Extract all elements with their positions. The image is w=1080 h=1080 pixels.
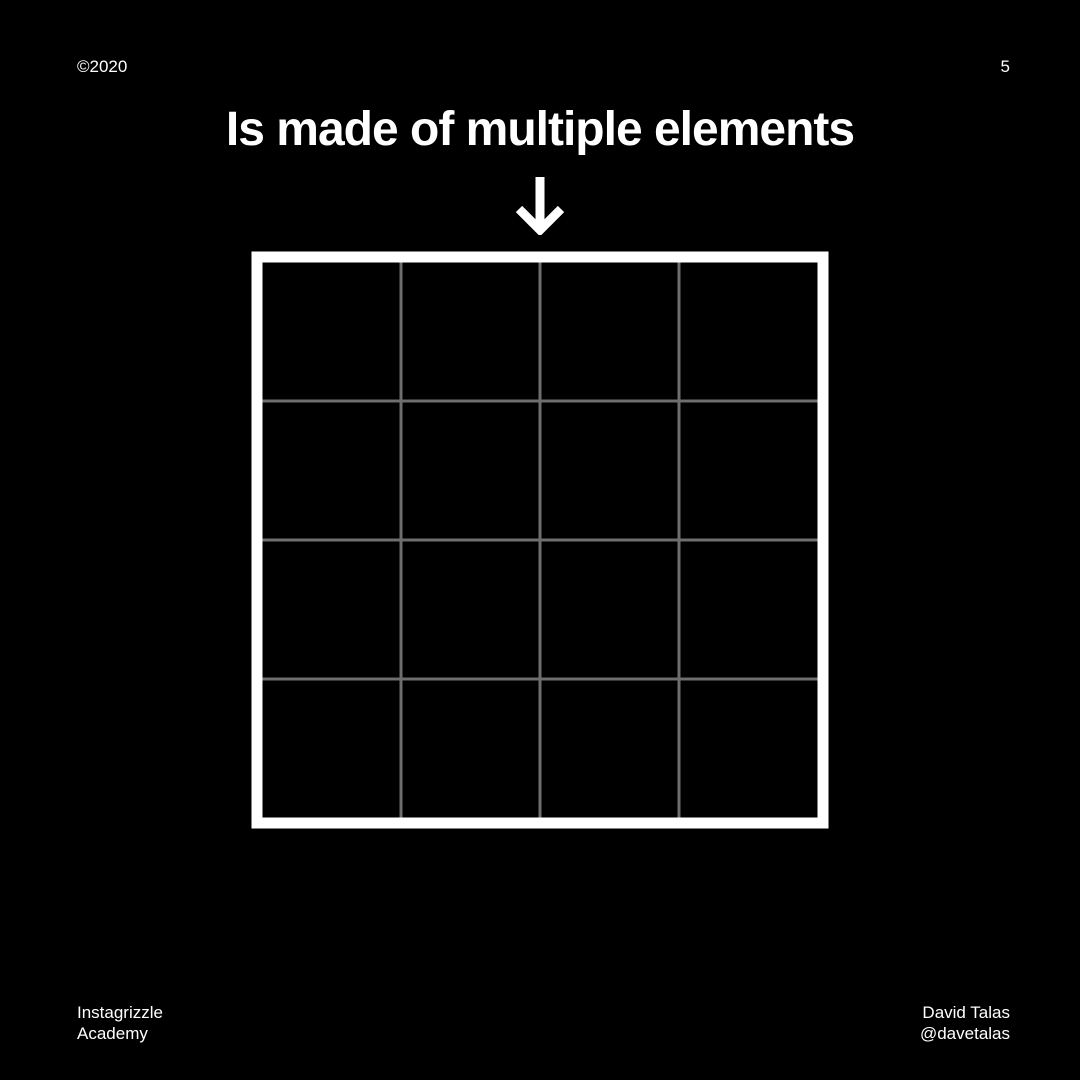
author-handle: @davetalas: [919, 1024, 1010, 1043]
page-number: 5: [1000, 57, 1010, 76]
author-name: David Talas: [922, 1003, 1010, 1022]
arrow-down-icon: [515, 177, 565, 235]
academy-name-line1: Instagrizzle: [77, 1003, 163, 1022]
author-label: David Talas @davetalas: [920, 1002, 1010, 1044]
academy-label: Instagrizzle Academy: [77, 1002, 163, 1044]
copyright-label: ©2020: [77, 57, 128, 76]
slide-headline: Is made of multiple elements: [225, 103, 855, 156]
grid-diagram: [251, 251, 829, 829]
grid-frame: [251, 251, 829, 829]
grid-lines: [262, 262, 818, 818]
academy-name-line2: Academy: [77, 1024, 148, 1043]
